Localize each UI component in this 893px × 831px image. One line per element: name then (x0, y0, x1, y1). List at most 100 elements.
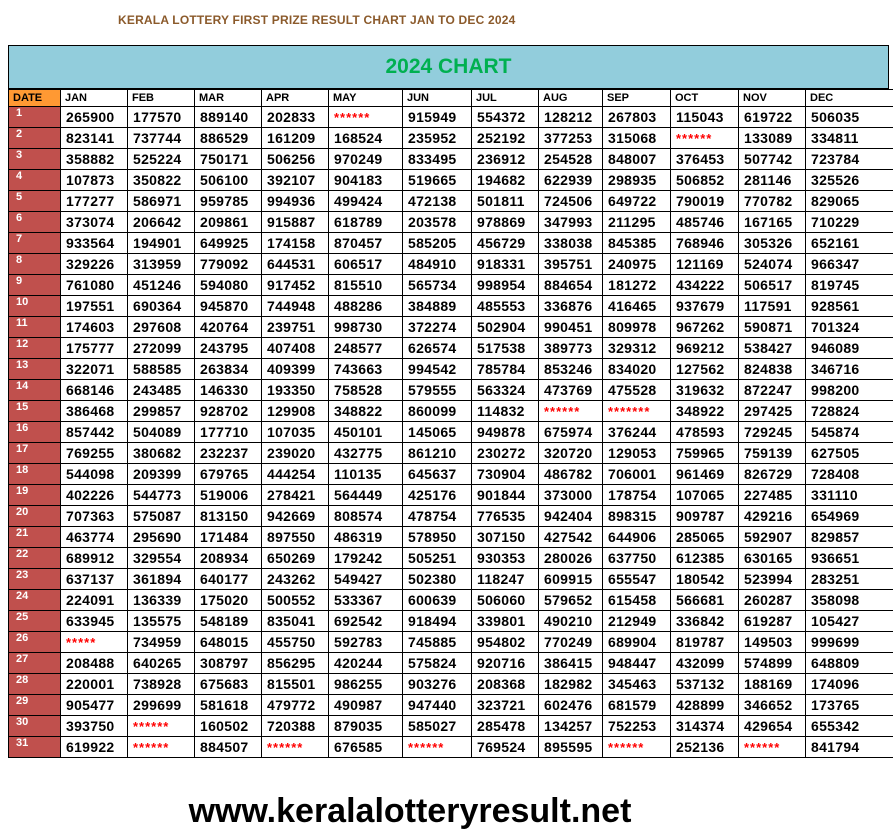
result-cell-aug: 182982 (538, 673, 603, 695)
result-cell-jan: 322071 (60, 358, 128, 380)
date-cell: 2 (8, 127, 61, 149)
result-cell-jul: 208368 (471, 673, 539, 695)
chart-header-band: 2024 CHART (8, 45, 889, 89)
result-cell-dec: 173765 (805, 694, 893, 716)
result-cell-sep: 376244 (602, 421, 671, 443)
result-cell-oct: 909787 (670, 505, 739, 527)
table-row: 17 769255 380682 232237 239020 432775 861210 23… (8, 442, 893, 464)
result-cell-apr: 239751 (261, 316, 329, 338)
result-cell-nov: 619287 (738, 610, 806, 632)
result-cell-jan: 386468 (60, 400, 128, 422)
result-cell-aug: 336876 (538, 295, 603, 317)
result-cell-aug: 724506 (538, 190, 603, 212)
result-cell-sep: 329312 (602, 337, 671, 359)
result-cell-may: 488286 (328, 295, 403, 317)
table-row: 14 668146 243485 146330 193350 758528 579555 56… (8, 379, 893, 401)
result-cell-jan: 220001 (60, 673, 128, 695)
table-row: 2 823141 737744 886529 161209 168524 235952 252… (8, 127, 893, 149)
result-cell-apr: 644531 (261, 253, 329, 275)
result-cell-apr: 174158 (261, 232, 329, 254)
result-cell-may: 808574 (328, 505, 403, 527)
chart-title: 2024 CHART (385, 55, 512, 78)
result-cell-dec: 334811 (805, 127, 893, 149)
result-cell-apr: 278421 (261, 484, 329, 506)
result-cell-may: 879035 (328, 715, 403, 737)
result-cell-may: 592783 (328, 631, 403, 653)
result-cell-mar: 640177 (194, 568, 262, 590)
table-row: 8 329226 313959 779092 644531 606517 484910 918… (8, 253, 893, 275)
table-body: 1 265900 177570 889140 202833 ****** 915949 554… (8, 106, 893, 758)
result-cell-feb: 734959 (127, 631, 195, 653)
month-header-aug: AUG (538, 89, 603, 107)
result-cell-jun: 947440 (402, 694, 472, 716)
date-cell: 3 (8, 148, 61, 170)
result-cell-jun: 472138 (402, 190, 472, 212)
date-cell: 30 (8, 715, 61, 737)
result-cell-mar: 171484 (194, 526, 262, 548)
result-cell-apr: 444254 (261, 463, 329, 485)
result-cell-sep: 848007 (602, 148, 671, 170)
result-cell-aug: 675974 (538, 421, 603, 443)
result-cell-feb: 586971 (127, 190, 195, 212)
date-cell: 11 (8, 316, 61, 338)
result-cell-sep: 845385 (602, 232, 671, 254)
result-cell-apr: 815501 (261, 673, 329, 695)
date-cell: 22 (8, 547, 61, 569)
result-cell-oct: 314374 (670, 715, 739, 737)
result-chart: 2024 CHART DATE JAN FEB MAR APR MAY JUN JUL AUG… (8, 45, 893, 758)
date-cell: 16 (8, 421, 61, 443)
result-cell-nov: 506517 (738, 274, 806, 296)
date-column-header: DATE (8, 89, 61, 107)
result-cell-may: 549427 (328, 568, 403, 590)
result-cell-dec: 728408 (805, 463, 893, 485)
result-cell-jul: 194682 (471, 169, 539, 191)
result-cell-sep: 615458 (602, 589, 671, 611)
result-cell-jan: 174603 (60, 316, 128, 338)
result-cell-apr: 744948 (261, 295, 329, 317)
result-cell-mar: 648015 (194, 631, 262, 653)
result-cell-oct: 612385 (670, 547, 739, 569)
result-cell-feb: 295690 (127, 526, 195, 548)
result-cell-jul: 339801 (471, 610, 539, 632)
result-cell-dec: 723784 (805, 148, 893, 170)
result-cell-jan: 393750 (60, 715, 128, 737)
result-cell-jan: 463774 (60, 526, 128, 548)
result-cell-jun: 145065 (402, 421, 472, 443)
result-cell-sep: 178754 (602, 484, 671, 506)
result-cell-apr: 193350 (261, 379, 329, 401)
result-cell-jun: 565734 (402, 274, 472, 296)
result-cell-jan: 689912 (60, 547, 128, 569)
result-cell-aug: 942404 (538, 505, 603, 527)
result-cell-mar: 945870 (194, 295, 262, 317)
result-cell-sep: 834020 (602, 358, 671, 380)
result-cell-jul: 954802 (471, 631, 539, 653)
result-cell-oct: 506852 (670, 169, 739, 191)
date-cell: 10 (8, 295, 61, 317)
result-cell-jun: 372274 (402, 316, 472, 338)
result-cell-may: 743663 (328, 358, 403, 380)
result-cell-dec: 928561 (805, 295, 893, 317)
result-cell-jun: 918494 (402, 610, 472, 632)
result-cell-mar: 649925 (194, 232, 262, 254)
result-cell-aug: 895595 (538, 736, 603, 758)
result-cell-aug: 347993 (538, 211, 603, 233)
table-row: 22 689912 329554 208934 650269 179242 505251 93… (8, 547, 893, 569)
result-cell-jan: 373074 (60, 211, 128, 233)
result-cell-dec: 174096 (805, 673, 893, 695)
date-cell: 1 (8, 106, 61, 128)
result-cell-jul: 506060 (471, 589, 539, 611)
result-cell-dec: 545874 (805, 421, 893, 443)
result-cell-oct: 121169 (670, 253, 739, 275)
result-cell-dec: 728824 (805, 400, 893, 422)
result-cell-mar: 263834 (194, 358, 262, 380)
result-cell-apr: 897550 (261, 526, 329, 548)
result-cell-mar: 146330 (194, 379, 262, 401)
result-cell-jul: 785784 (471, 358, 539, 380)
result-cell-may: 348822 (328, 400, 403, 422)
result-cell-dec: 325526 (805, 169, 893, 191)
result-cell-jul: 920716 (471, 652, 539, 674)
result-cell-jan: 857442 (60, 421, 128, 443)
result-cell-jan: 769255 (60, 442, 128, 464)
result-cell-dec: 829857 (805, 526, 893, 548)
result-cell-dec: 283251 (805, 568, 893, 590)
